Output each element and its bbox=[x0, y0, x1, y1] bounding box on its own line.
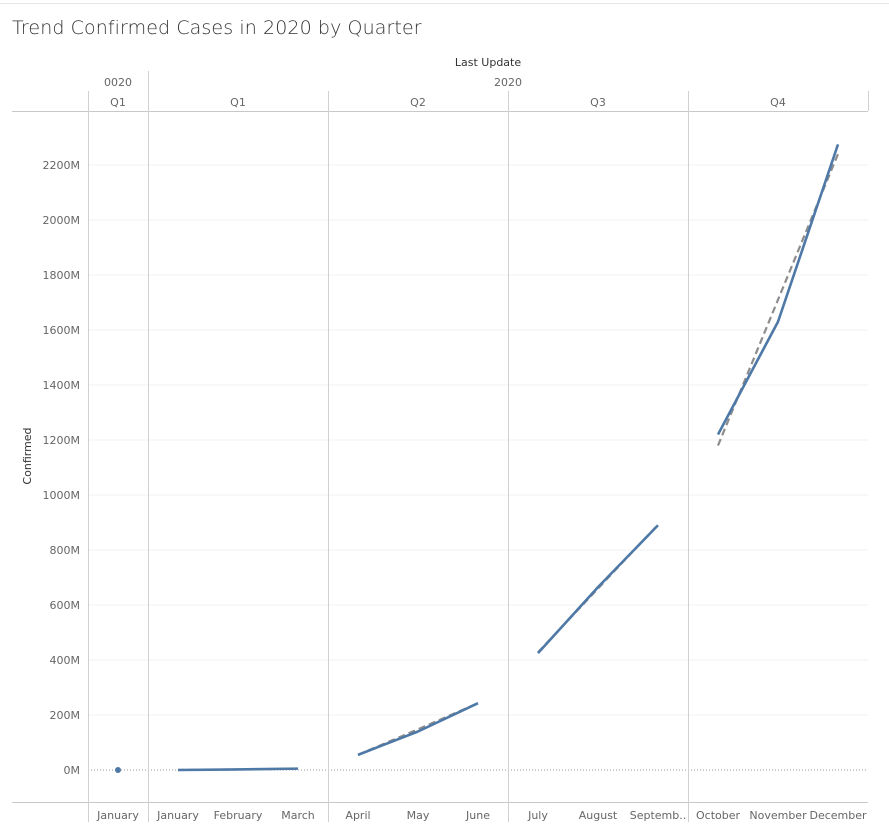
x-tick-label: December bbox=[809, 809, 867, 822]
data-point bbox=[115, 767, 121, 773]
y-tick-label: 1200M bbox=[43, 434, 81, 447]
series-line bbox=[177, 767, 299, 772]
y-tick-label: 2000M bbox=[43, 214, 81, 227]
x-tick-label: January bbox=[156, 809, 199, 822]
y-tick-label: 400M bbox=[50, 654, 81, 667]
y-axis-label: Confirmed bbox=[21, 427, 34, 484]
x-tick-label: August bbox=[579, 809, 618, 822]
x-tick-label: July bbox=[527, 809, 548, 822]
y-tick-label: 1000M bbox=[43, 489, 81, 502]
x-tick-label: April bbox=[345, 809, 370, 822]
trend-line bbox=[716, 153, 840, 446]
column-header-title: Last Update bbox=[455, 56, 521, 69]
quarter-header: Q1 bbox=[110, 96, 126, 109]
series-line bbox=[357, 701, 479, 757]
y-tick-label: 1600M bbox=[43, 324, 81, 337]
y-tick-label: 600M bbox=[50, 599, 81, 612]
page-title: Trend Confirmed Cases in 2020 by Quarter bbox=[12, 17, 422, 39]
year-header: 2020 bbox=[494, 76, 522, 89]
top-border bbox=[0, 3, 889, 4]
x-tick-label: Septemb.. bbox=[630, 809, 687, 822]
x-tick-label: March bbox=[281, 809, 315, 822]
quarter-header: Q2 bbox=[410, 96, 426, 109]
x-tick-label: October bbox=[696, 809, 740, 822]
series-line bbox=[716, 143, 840, 436]
y-tick-label: 2200M bbox=[43, 159, 81, 172]
quarter-header: Q3 bbox=[590, 96, 606, 109]
quarter-header: Q4 bbox=[770, 96, 786, 109]
y-tick-label: 0M bbox=[64, 764, 81, 777]
x-tick-label: February bbox=[214, 809, 263, 822]
year-header: 0020 bbox=[104, 76, 132, 89]
quarter-header: Q1 bbox=[230, 96, 246, 109]
y-tick-label: 200M bbox=[50, 709, 81, 722]
x-tick-label: May bbox=[407, 809, 430, 822]
y-tick-label: 1800M bbox=[43, 269, 81, 282]
series-line bbox=[537, 524, 659, 654]
y-tick-label: 800M bbox=[50, 544, 81, 557]
x-tick-label: January bbox=[96, 809, 139, 822]
x-tick-label: June bbox=[465, 809, 490, 822]
x-tick-label: November bbox=[749, 809, 807, 822]
y-tick-label: 1400M bbox=[43, 379, 81, 392]
